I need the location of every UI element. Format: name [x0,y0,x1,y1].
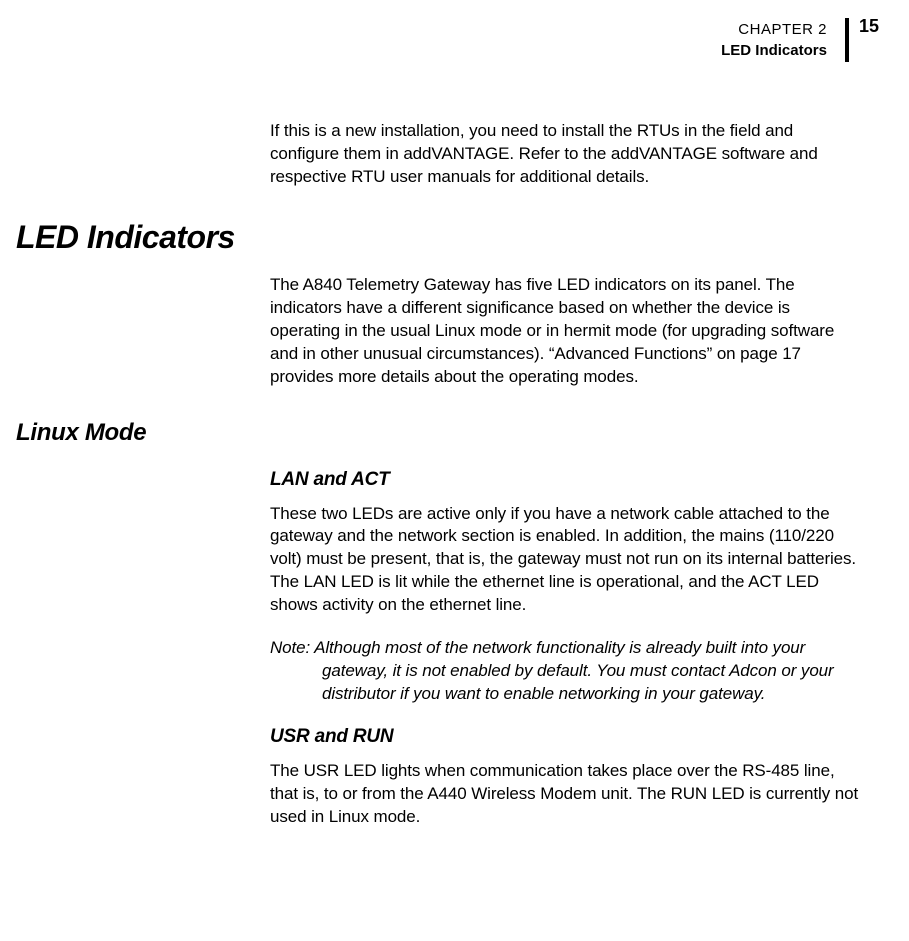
usr-run-block: USR and RUN The USR LED lights when comm… [270,726,860,829]
intro-paragraph: If this is a new installation, you need … [270,120,860,189]
lan-act-note: Note: Although most of the network funct… [270,637,860,706]
lan-act-block: LAN and ACT These two LEDs are active on… [270,469,860,707]
chapter-label: CHAPTER 2 [721,21,827,38]
led-paragraph: The A840 Telemetry Gateway has five LED … [270,274,860,389]
heading-led-indicators: LED Indicators [16,219,909,256]
section-label: LED Indicators [721,42,827,59]
usr-run-paragraph: The USR LED lights when communication ta… [270,760,860,829]
heading-linux-mode: Linux Mode [16,419,909,447]
page-content: If this is a new installation, you need … [0,120,909,835]
page-header: CHAPTER 2 LED Indicators 15 [721,18,879,62]
intro-paragraph-block: If this is a new installation, you need … [270,120,860,189]
lan-act-paragraph: These two LEDs are active only if you ha… [270,503,860,618]
led-paragraph-block: The A840 Telemetry Gateway has five LED … [270,274,860,389]
header-text: CHAPTER 2 LED Indicators [721,21,827,59]
heading-usr-run: USR and RUN [270,726,860,748]
page-number: 15 [859,16,879,37]
header-divider [845,18,849,62]
heading-lan-act: LAN and ACT [270,469,860,491]
